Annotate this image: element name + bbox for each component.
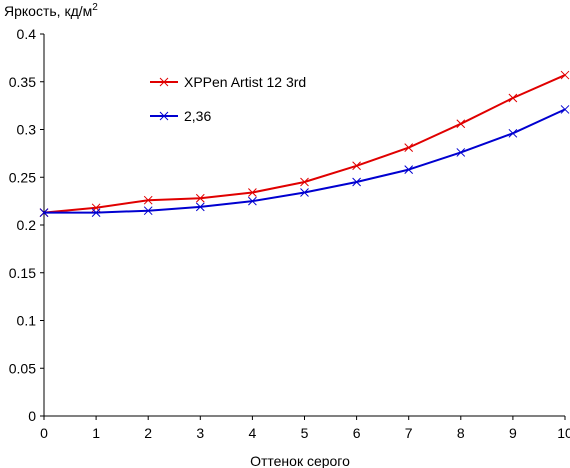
y-tick-label: 0.05 (9, 360, 36, 376)
x-tick-label: 2 (144, 425, 152, 441)
data-point (352, 177, 361, 187)
data-point (560, 70, 570, 80)
data-point (300, 188, 309, 197)
data-point (195, 193, 205, 203)
series-layer (39, 70, 570, 217)
x-tick-label: 4 (249, 425, 257, 441)
data-point (91, 208, 101, 217)
x-tick-label: 5 (301, 425, 309, 441)
series-line (44, 108, 566, 214)
data-point (560, 105, 570, 114)
y-tick-label: 0 (28, 408, 36, 424)
data-point (352, 161, 361, 171)
y-tick-label: 0.15 (9, 265, 36, 281)
x-tick-label: 6 (353, 425, 361, 441)
x-tick-label: 9 (509, 425, 517, 441)
data-point (456, 119, 466, 129)
y-tick-label: 0.1 (17, 313, 37, 329)
x-tick-label: 8 (457, 425, 465, 441)
legend-item: XPPen Artist 12 3rd (150, 74, 306, 90)
y-tick-label: 0.3 (17, 122, 37, 138)
data-point (508, 93, 518, 103)
x-tick-label: 7 (405, 425, 413, 441)
data-point (248, 196, 257, 206)
y-axis-title-text: Яркость, кд/м (4, 3, 92, 19)
data-point (300, 177, 309, 187)
x-tick-label: 3 (196, 425, 204, 441)
x-axis-title: Оттенок серого (250, 453, 350, 468)
y-tick-label: 0.4 (17, 26, 37, 42)
legend-label: XPPen Artist 12 3rd (184, 74, 306, 90)
data-point (456, 148, 466, 157)
y-axis-ticks: 0 0.05 0.1 0.15 0.2 0.25 0.3 0.35 0.4 (9, 26, 44, 424)
x-tick-label: 0 (40, 425, 48, 441)
legend-label: 2,36 (184, 108, 211, 124)
data-point (248, 188, 257, 197)
y-axis-title-superscript: 2 (92, 2, 98, 13)
x-tick-label: 1 (92, 425, 100, 441)
legend: XPPen Artist 12 3rd 2,36 (150, 74, 306, 124)
data-point (143, 206, 153, 216)
data-point (195, 202, 205, 212)
y-tick-label: 0.35 (9, 74, 36, 90)
legend-marker (159, 77, 169, 87)
y-tick-label: 0.25 (9, 169, 36, 185)
data-point (404, 165, 414, 174)
x-tick-label: 10 (557, 425, 570, 441)
series-2 (39, 105, 570, 217)
data-point (143, 195, 153, 205)
y-axis-title: Яркость, кд/м2 (4, 2, 98, 19)
legend-marker (159, 111, 169, 121)
axes (43, 34, 565, 417)
y-tick-label: 0.2 (17, 217, 37, 233)
x-axis-ticks: 0 1 2 3 4 5 6 7 8 9 10 (40, 416, 570, 441)
data-point (404, 143, 414, 152)
legend-item: 2,36 (150, 108, 211, 124)
data-point (508, 128, 518, 138)
series-1 (39, 70, 570, 217)
data-point (39, 208, 49, 217)
